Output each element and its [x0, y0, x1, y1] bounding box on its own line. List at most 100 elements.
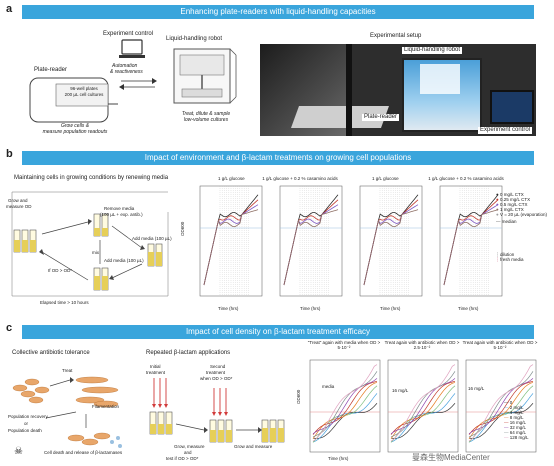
automation-2: & reactiveness [110, 69, 143, 75]
c-series-1 [390, 403, 456, 439]
or-label: or [24, 421, 29, 426]
photo-divider [346, 44, 352, 136]
b-series-4 [443, 209, 499, 286]
treat-label: Treat [62, 368, 73, 373]
plate-label-1: 96-well plates [70, 86, 98, 91]
c-legend-item-2: — 2 mg/L [504, 405, 524, 410]
second-treatment-2: treatment [206, 370, 226, 375]
watermark: 曼森生物MediaCenter [412, 453, 490, 462]
b-xlabel-3: Time (hrs) [380, 306, 401, 311]
photo-label-control: Experiment control [478, 127, 533, 134]
c-plot-frame-3 [465, 359, 537, 453]
plate-reader-title: Plate-reader [34, 67, 68, 73]
panel-b-banner: Impact of environment and β-lactam treat… [22, 151, 534, 165]
photo-label-reader: Plate-reader [362, 114, 400, 121]
b-series-4 [203, 209, 259, 286]
b-series-4 [283, 209, 339, 286]
panel-a-letter: a [6, 3, 13, 15]
c-series-2 [390, 393, 456, 443]
filamentation-label: Filamentation [92, 404, 120, 409]
c-legend-item-7: — 64 mg/L [504, 430, 527, 435]
mix-label: mix [92, 250, 99, 255]
grow-measure-3: test if OD > OD* [166, 456, 199, 461]
photo-label-robot: Liquid-handling robot [402, 47, 463, 54]
panel-c-plots [309, 359, 537, 453]
b-legend-item-5: ● V = 20 µL (evaporation) [496, 212, 548, 217]
second-treatment-3: when OD > OD* [200, 376, 233, 381]
grow-od-2: measure OD [6, 204, 32, 209]
plate-reader-illustration [29, 77, 118, 123]
c-series-5 [312, 380, 378, 435]
b-plot-title-4: 1 g/L glucose + 0.2 % casamino acids [428, 176, 504, 181]
automation-1: Automation [112, 63, 138, 69]
b-xlabel-4: Time (hrs) [458, 306, 479, 311]
robot-illustration [173, 48, 237, 104]
c-annot-media: media [322, 384, 335, 389]
c-plot-frame-1 [309, 359, 381, 453]
c-legend-item-6: — 32 mg/L [504, 425, 527, 430]
panel-b-subtitle: Maintaining cells in growing conditions … [14, 175, 169, 181]
b-legend-lines: ┆ dilution ┆ fresh media [496, 252, 548, 262]
c-annot-16-1: 16 mg/L [392, 388, 409, 393]
remove-media-1: Remove media [104, 206, 135, 211]
b-ylabel: OD600 [180, 221, 185, 236]
c-series-7 [390, 371, 456, 438]
c-series-8 [312, 364, 378, 442]
c-series-6 [312, 378, 378, 435]
b-plot-title-2: 1 g/L glucose + 0.2 % casamino acids [262, 176, 338, 181]
panel-c-banner: Impact of cell density on β-lactam treat… [22, 325, 534, 339]
b-plot-title-3: 1 g/L glucose [372, 176, 399, 181]
elapsed-label: Elapsed time > 10 hours [40, 300, 89, 305]
b-legend-item-8: ┆ fresh media [496, 257, 524, 262]
c-legend-item-5: — 16 mg/L [504, 420, 527, 425]
b-xlabel-1: Time (hrs) [218, 306, 239, 311]
c-series-5 [390, 380, 456, 435]
population-death-label: Population death [8, 428, 42, 433]
remove-media-2: (100 µL + exp. antib.) [100, 212, 143, 217]
c-legend-item-3: — 4 mg/L [504, 410, 524, 415]
b-xlabel-2: Time (hrs) [300, 306, 321, 311]
grow-and-measure: Grow and measure [234, 444, 273, 449]
renewal-cycle-diagram [11, 191, 169, 297]
treat-text-2: low-volume cultures [183, 117, 229, 123]
c-legend-item-8: — 128 mg/L [504, 435, 529, 440]
exchange-arrows-icon [119, 78, 157, 90]
c-series-7 [312, 371, 378, 438]
robot-title: Liquid-handling robot [166, 36, 223, 42]
c-series-2 [468, 393, 534, 443]
population-recovery-label: Population recovery [8, 414, 48, 419]
b-plot-title-1: 1 g/L glucose [218, 176, 245, 181]
experiment-control-title: Experiment control [103, 31, 154, 37]
treat-text-1: Treat, dilute & sample [181, 111, 231, 117]
c-xlabel: Time (hrs) [328, 456, 349, 461]
grow-measure-2: and [184, 450, 192, 455]
svg-text:☠: ☠ [14, 446, 23, 457]
add-media-1: Add media (100 µL) [132, 236, 172, 241]
c-annot-16-2: 16 mg/L [468, 386, 485, 391]
laptop-icon [119, 39, 145, 58]
b-legend-item-3: ● 0.5 mg/L CTX [496, 202, 528, 207]
tolerance-diagram: ☠ [12, 376, 122, 457]
c-plot-title-2: Treat again with antibiotic when OD > 2.… [384, 340, 460, 350]
initial-treatment-1: Initial [150, 364, 161, 369]
c-series-1 [312, 403, 378, 439]
setup-title: Experimental setup [370, 33, 422, 39]
cell-death-label: Cell death and release of β-lactamases [44, 450, 123, 455]
c-legend-item-1: — 0 [504, 400, 513, 405]
grow-text-1: Grow cells & [60, 123, 90, 129]
condition-label: If OD > OD* [48, 268, 73, 273]
c-series-6 [390, 378, 456, 435]
panel-b-plots [199, 185, 503, 297]
b-legend-item-7: ┆ dilution [496, 252, 515, 257]
grow-text-2: measure population readouts [42, 129, 108, 135]
setup-photo [260, 44, 536, 136]
panel-c-letter: c [6, 322, 13, 334]
c-series-2 [312, 393, 378, 443]
c-series-7 [468, 371, 534, 438]
c-series-8 [468, 364, 534, 442]
b-legend: ● 0 mg/L CTX ● 0.25 mg/L CTX ● 0.5 mg/L … [496, 192, 548, 224]
c-plot-frame-2 [387, 359, 459, 453]
grow-measure-1: Grow, measure [174, 444, 205, 449]
plate-label-2: 200 µL cell cultures [64, 92, 104, 97]
